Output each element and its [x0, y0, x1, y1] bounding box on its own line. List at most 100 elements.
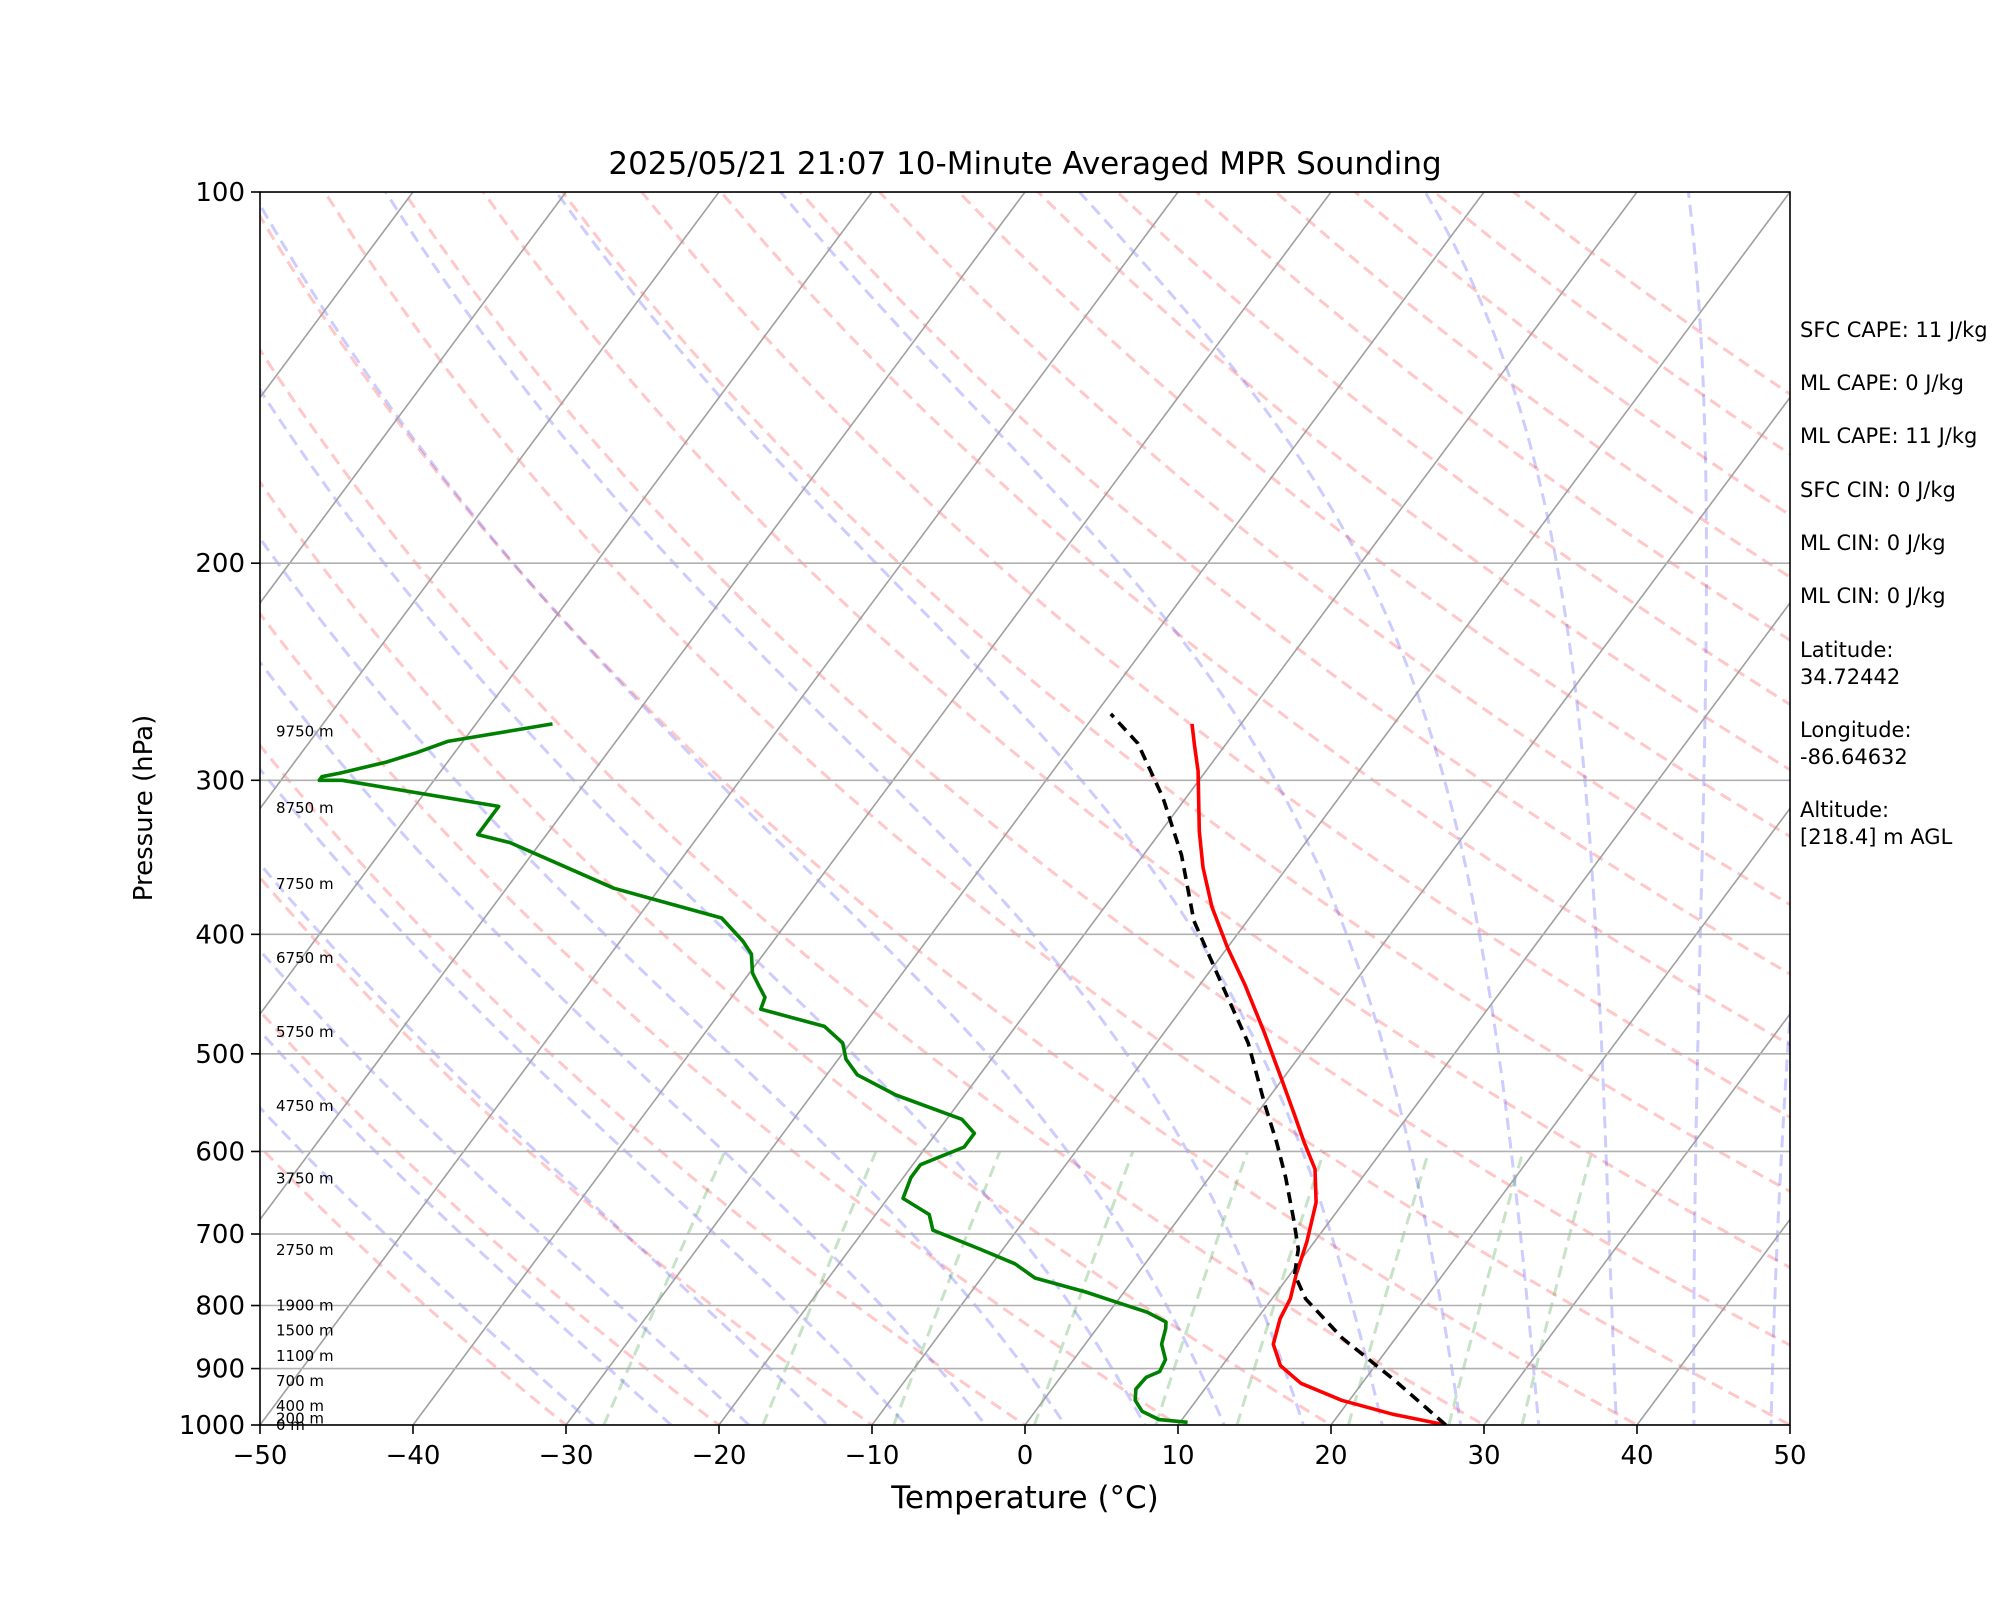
moist-adiabat-line	[260, 1029, 674, 1425]
moist-adiabat-line	[260, 201, 1226, 1425]
height-label: 4750 m	[276, 1097, 334, 1115]
dry-adiabat-line	[260, 213, 1641, 1425]
moist-adiabat-line	[779, 192, 1463, 1425]
y-tick-label: 500	[195, 1040, 245, 1070]
dry-adiabat-line	[719, 192, 1790, 1047]
moist-adiabat-line	[260, 659, 988, 1425]
moist-adiabat-line	[1423, 192, 1618, 1425]
thermo-background-lines	[0, 192, 1790, 1425]
isotherm-line	[0, 192, 107, 1425]
dry-adiabat-line	[640, 192, 1790, 1120]
x-tick-label: 0	[1017, 1441, 1034, 1471]
isotherm-line	[412, 192, 1332, 1425]
height-label: 6750 m	[276, 949, 334, 967]
height-label: 400 m	[276, 1397, 324, 1415]
sfc-cin-text: SFC CIN: 0 J/kg	[1800, 478, 1956, 502]
x-tick-label: 40	[1620, 1441, 1653, 1471]
ml-cin-text-2: ML CIN: 0 J/kg	[1800, 584, 1946, 608]
ml-cin-text: ML CIN: 0 J/kg	[1800, 531, 1946, 555]
pressure-ticks: 100 200 300 400 500 600 700 800 900 1000	[179, 178, 260, 1441]
isotherm-line	[260, 192, 1026, 1221]
height-label: 0 m	[276, 1416, 305, 1434]
moist-adiabat-line	[260, 387, 1147, 1425]
mixing-ratio-line	[892, 1150, 1002, 1425]
height-label: 7750 m	[276, 875, 334, 893]
isotherm-line	[565, 192, 1485, 1425]
y-axis-label: Pressure (hPa)	[129, 715, 159, 902]
sfc-cape-text: SFC CAPE: 11 J/kg	[1800, 318, 1988, 342]
dry-adiabat-line	[323, 192, 1790, 1425]
moist-adiabat-line	[260, 535, 1067, 1425]
dry-adiabat-line	[260, 611, 1181, 1425]
moist-adiabat-line	[1769, 994, 1790, 1425]
height-label: 200 m	[276, 1410, 324, 1428]
altitude-label: Altitude:	[1800, 798, 1889, 822]
height-label: 2750 m	[276, 1241, 334, 1259]
dry-adiabat-line	[561, 192, 1790, 1194]
height-label: 1500 m	[276, 1321, 334, 1339]
x-tick-label: −10	[845, 1441, 900, 1471]
y-tick-label: 800	[195, 1292, 245, 1322]
moist-adiabat-line	[260, 1105, 597, 1425]
altitude-value: [218.4] m AGL	[1800, 825, 1953, 849]
height-label: 700 m	[276, 1372, 324, 1390]
y-tick-label: 900	[195, 1355, 245, 1385]
height-label: 1900 m	[276, 1297, 334, 1315]
mixing-ratio-line	[1032, 1150, 1135, 1425]
isotherm-line	[1177, 601, 1790, 1425]
x-tick-label: −40	[386, 1441, 441, 1471]
temperature-ticks: −50 −40 −30 −20 −10 0 10 20 30 40 50	[233, 1425, 1807, 1471]
moist-adiabat-line	[260, 766, 909, 1425]
isotherm-line	[260, 192, 873, 1016]
info-panel: SFC CAPE: 11 J/kg ML CAPE: 0 J/kg ML CAP…	[1800, 318, 1988, 849]
isotherm-line	[260, 192, 567, 605]
sounding-series-2	[317, 722, 1188, 1425]
sounding-profiles	[317, 712, 1447, 1425]
y-tick-label: 700	[195, 1220, 245, 1250]
mixing-ratio-line	[1154, 1151, 1249, 1425]
dry-adiabat-line	[260, 1144, 569, 1425]
y-tick-label: 1000	[179, 1411, 245, 1441]
y-tick-label: 600	[195, 1137, 245, 1167]
x-tick-label: 50	[1773, 1441, 1806, 1471]
height-label: 3750 m	[276, 1169, 334, 1187]
isotherm-line	[718, 192, 1638, 1425]
longitude-value: -86.64632	[1800, 745, 1908, 769]
mixing-ratio-line	[602, 1150, 727, 1425]
isotherm-line	[260, 192, 1179, 1425]
x-tick-label: −50	[233, 1441, 288, 1471]
latitude-label: Latitude:	[1800, 638, 1894, 662]
chart-title: 2025/05/21 21:07 10-Minute Averaged MPR …	[608, 146, 1441, 182]
dry-adiabat-line	[878, 192, 1790, 907]
y-tick-label: 100	[195, 178, 245, 208]
x-tick-label: 20	[1314, 1441, 1347, 1471]
moist-adiabat-line	[1686, 192, 1708, 1425]
dry-adiabat-line	[260, 1009, 722, 1425]
mixing-ratio-line	[1520, 1151, 1594, 1425]
moist-adiabat-line	[384, 192, 1305, 1425]
dry-adiabat-line	[1116, 192, 1790, 707]
sounding-series-1	[1109, 712, 1447, 1425]
dry-adiabat-line	[1036, 192, 1790, 772]
dry-adiabat-line	[402, 192, 1790, 1347]
dry-adiabat-line	[260, 743, 1028, 1425]
dry-adiabat-line	[260, 347, 1488, 1425]
pressure-grid-lines	[260, 192, 1790, 1425]
longitude-label: Longitude:	[1800, 718, 1912, 742]
x-tick-label: −30	[539, 1441, 594, 1471]
moist-adiabat-line	[1078, 192, 1541, 1425]
isotherm-line	[260, 192, 720, 810]
height-label: 1100 m	[276, 1347, 334, 1365]
x-tick-label: 10	[1161, 1441, 1194, 1471]
sounding-series-0	[1190, 723, 1447, 1425]
x-axis-label: Temperature (°C)	[890, 1480, 1159, 1516]
x-tick-label: −20	[692, 1441, 747, 1471]
dry-adiabat-line	[260, 479, 1334, 1425]
isotherm-line	[871, 192, 1790, 1425]
ml-cape-text-2: ML CAPE: 11 J/kg	[1800, 424, 1977, 448]
ml-cape-text: ML CAPE: 0 J/kg	[1800, 371, 1964, 395]
y-tick-label: 300	[195, 766, 245, 796]
height-label: 5750 m	[276, 1023, 334, 1041]
